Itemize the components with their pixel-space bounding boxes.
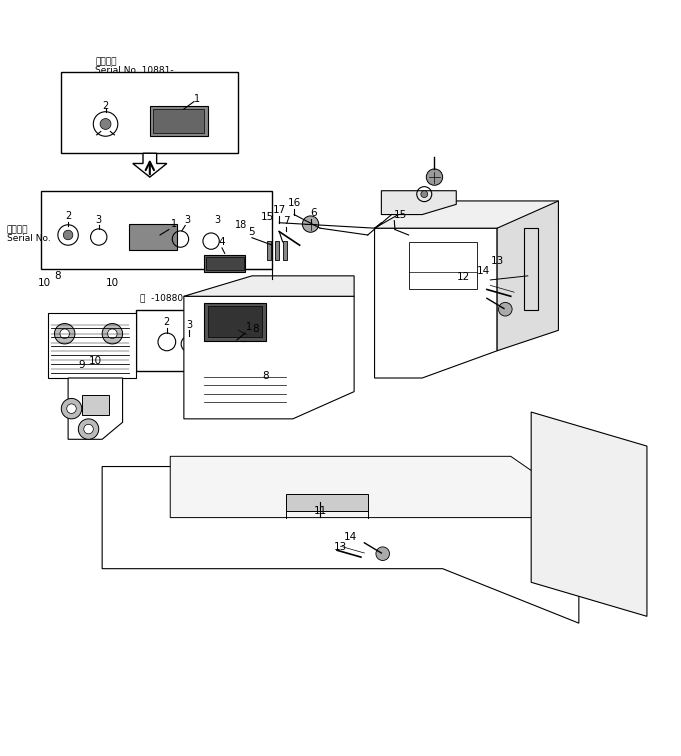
Text: 8: 8 [262, 371, 269, 381]
Text: 2: 2 [102, 101, 109, 110]
Bar [153, 109, 204, 133]
Bar [82, 395, 109, 416]
Bar [61, 72, 238, 153]
Circle shape [421, 191, 428, 197]
Text: 適用号機: 適用号機 [7, 225, 29, 234]
Bar [208, 332, 249, 354]
Bar [150, 106, 208, 136]
Polygon shape [184, 296, 354, 419]
Text: 15: 15 [261, 212, 274, 222]
Polygon shape [68, 378, 123, 439]
Polygon shape [375, 201, 558, 228]
Bar [286, 494, 368, 511]
Text: 14: 14 [344, 532, 358, 542]
Text: 18: 18 [235, 220, 247, 230]
Text: 3: 3 [215, 215, 221, 225]
Text: 10: 10 [89, 356, 102, 367]
Bar [206, 257, 244, 271]
Circle shape [54, 324, 75, 344]
Text: Serial No.: Serial No. [7, 234, 50, 243]
Circle shape [498, 302, 512, 316]
Polygon shape [204, 256, 245, 272]
Bar [208, 306, 262, 337]
Polygon shape [170, 457, 599, 518]
Text: 3: 3 [187, 320, 192, 330]
Text: 適用号機: 適用号機 [95, 57, 117, 66]
Text: 16: 16 [287, 198, 301, 209]
Bar [283, 241, 287, 260]
Text: 5: 5 [249, 227, 255, 237]
Text: 2: 2 [65, 212, 72, 222]
Bar [409, 242, 477, 290]
Text: ・  -10880: ・ -10880 [140, 293, 183, 302]
Polygon shape [102, 466, 579, 623]
Bar [275, 241, 279, 260]
Text: 6: 6 [310, 208, 317, 218]
Text: 3: 3 [96, 215, 101, 225]
Text: 2: 2 [163, 317, 170, 327]
Text: 14: 14 [477, 266, 490, 276]
Text: 8: 8 [252, 324, 259, 333]
Polygon shape [48, 313, 136, 378]
Text: 7: 7 [283, 216, 289, 226]
Text: 13: 13 [334, 541, 347, 552]
Text: 1: 1 [171, 218, 176, 229]
Circle shape [426, 169, 443, 185]
Circle shape [102, 324, 123, 344]
Polygon shape [497, 201, 558, 351]
Polygon shape [133, 153, 167, 177]
Circle shape [302, 216, 319, 232]
Text: 3: 3 [185, 215, 190, 225]
Text: 1: 1 [246, 322, 251, 333]
Text: 11: 11 [313, 507, 327, 516]
Bar [204, 303, 266, 340]
Text: 4: 4 [219, 237, 225, 247]
Polygon shape [184, 276, 354, 296]
Bar [267, 241, 271, 260]
Bar [136, 310, 286, 371]
Text: 9: 9 [78, 360, 85, 370]
Circle shape [84, 424, 93, 434]
Polygon shape [531, 412, 647, 616]
Text: 1: 1 [195, 94, 200, 104]
Circle shape [67, 404, 76, 414]
Bar [129, 224, 177, 250]
Polygon shape [375, 228, 497, 378]
Bar [41, 191, 272, 269]
Bar [524, 228, 538, 310]
Text: 8: 8 [54, 271, 61, 281]
Text: 10: 10 [37, 278, 51, 288]
Text: Serial No. 10881-: Serial No. 10881- [95, 66, 174, 75]
Text: 12: 12 [456, 272, 470, 282]
Circle shape [108, 329, 117, 339]
Circle shape [376, 547, 390, 560]
Circle shape [60, 329, 69, 339]
Text: 15: 15 [394, 210, 407, 220]
Text: 10: 10 [106, 278, 119, 288]
Polygon shape [381, 191, 456, 215]
Circle shape [61, 398, 82, 419]
Circle shape [100, 119, 111, 129]
Circle shape [63, 231, 73, 240]
Circle shape [78, 419, 99, 439]
Text: 13: 13 [490, 256, 504, 265]
Text: 17: 17 [272, 205, 286, 215]
